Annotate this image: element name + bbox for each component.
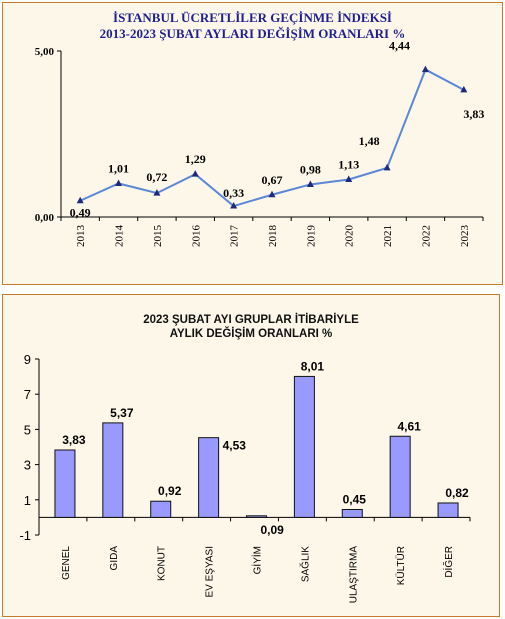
data-point-marker xyxy=(153,189,161,196)
category-label: KÜLTÜR xyxy=(395,546,407,585)
x-tick-label: 2016 xyxy=(190,225,202,248)
data-label: 1,13 xyxy=(338,157,359,171)
x-tick-label: 2023 xyxy=(459,225,471,248)
bar xyxy=(102,422,124,518)
y-tick-label: -1 xyxy=(19,528,31,543)
y-tick-label: 0,00 xyxy=(35,212,55,224)
bar xyxy=(150,500,172,518)
bar-chart-panel: 2023 ŞUBAT AYI GRUPLAR İTİBARİYLE AYLIK … xyxy=(2,294,500,617)
x-tick-label: 2015 xyxy=(152,225,164,248)
data-point-marker xyxy=(460,85,468,93)
data-label: 1,01 xyxy=(108,161,129,175)
data-label: 0,09 xyxy=(261,523,285,537)
data-point-marker xyxy=(115,179,123,186)
x-tick-label: 2013 xyxy=(75,225,87,248)
data-label: 0,33 xyxy=(223,186,244,200)
category-label: GIDA xyxy=(109,546,120,571)
bar xyxy=(198,437,220,518)
data-point-marker xyxy=(76,196,84,204)
bar xyxy=(293,375,315,518)
y-tick-label: 7 xyxy=(24,387,31,402)
category-label: SAĞLIK xyxy=(298,546,311,582)
data-point-marker xyxy=(268,190,276,198)
data-label: 1,48 xyxy=(359,134,380,148)
data-label: 4,61 xyxy=(397,419,421,433)
y-tick-label: 9 xyxy=(24,352,31,367)
line-chart-svg: 0,00 5,00 2013 2014 2015 2016 2017 2018 2019 2020… xyxy=(35,39,485,248)
bar xyxy=(389,435,411,518)
data-label: 5,37 xyxy=(110,406,134,420)
data-label: 0,49 xyxy=(70,206,91,220)
data-point-marker xyxy=(191,170,199,177)
bar xyxy=(246,515,267,518)
data-label: 0,92 xyxy=(158,484,182,498)
data-label: 8,01 xyxy=(301,359,325,373)
category-label: GENEL xyxy=(61,546,72,580)
data-label: 3,83 xyxy=(62,433,86,447)
category-label: DİĞER xyxy=(442,546,455,578)
x-tick-label: 2014 xyxy=(114,225,126,248)
bar xyxy=(341,508,363,518)
category-label: ULAŞTIRMA xyxy=(348,546,359,604)
data-label: 0,72 xyxy=(146,170,167,184)
line-chart-title-line2: 2013-2023 ŞUBAT AYLARI DEĞİŞİM ORANLARI … xyxy=(99,26,406,41)
data-point-marker xyxy=(383,163,391,171)
x-tick-label: 2018 xyxy=(267,225,279,248)
x-tick-label: 2021 xyxy=(382,225,394,247)
line-chart-title-line1: İSTANBUL ÜCRETLİLER GEÇİNME İNDEKSİ xyxy=(113,10,392,25)
y-tick-label: 3 xyxy=(24,458,31,473)
bar-chart-title-line1: 2023 ŞUBAT AYI GRUPLAR İTİBARİYLE xyxy=(143,314,359,326)
y-tick-label: 1 xyxy=(24,493,31,508)
x-tick-label: 2022 xyxy=(420,225,432,247)
category-label: GİYİM xyxy=(251,546,264,574)
data-label: 4,44 xyxy=(389,39,410,53)
data-label: 0,45 xyxy=(343,492,367,506)
x-tick-label: 2020 xyxy=(344,225,356,248)
bar-chart-svg: -1 1 3 5 7 9 3,83 5,37 0,92 4,53 0,09 8,01 0,45 4,61 0… xyxy=(19,352,471,604)
category-label: EV EŞYASI xyxy=(205,546,216,598)
x-tick-label: 2019 xyxy=(305,225,317,248)
data-label: 0,82 xyxy=(445,486,469,500)
data-point-marker xyxy=(345,175,353,182)
data-point-marker xyxy=(421,65,429,73)
category-label: KONUT xyxy=(157,546,168,581)
data-label: 3,83 xyxy=(463,107,484,121)
data-label: 0,98 xyxy=(300,162,321,176)
bar xyxy=(54,449,76,518)
data-label: 0,67 xyxy=(262,173,283,187)
data-label: 4,53 xyxy=(223,439,247,453)
y-tick-label: 5,00 xyxy=(35,46,55,58)
bar-chart-title-line2: AYLIK DEĞİŞİM ORANLARI % xyxy=(169,328,333,340)
line-chart-panel: İSTANBUL ÜCRETLİLER GEÇİNME İNDEKSİ 2013… xyxy=(2,2,503,285)
data-point-marker xyxy=(306,180,314,187)
data-point-marker xyxy=(230,202,238,209)
x-tick-label: 2017 xyxy=(229,224,241,247)
data-label: 1,29 xyxy=(185,152,206,166)
y-tick-label: 5 xyxy=(24,422,31,437)
bar xyxy=(437,502,459,518)
